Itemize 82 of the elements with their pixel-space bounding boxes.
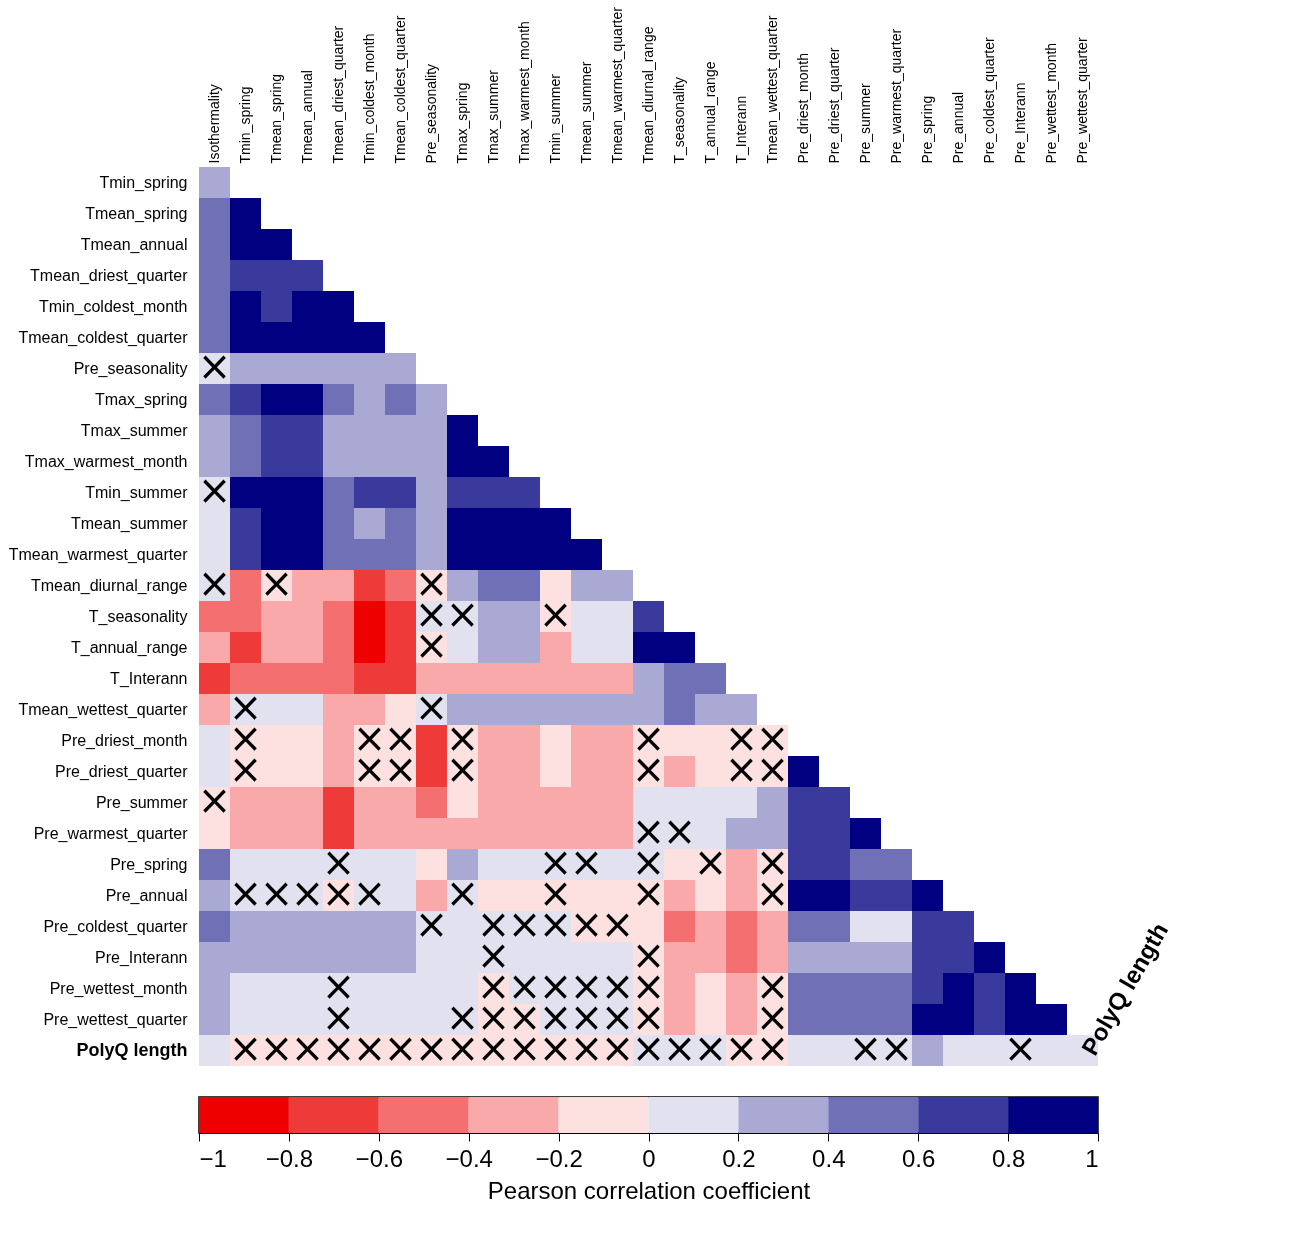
y-tick-label: Pre_coldest_quarter bbox=[43, 917, 189, 936]
x-tick-label: T_annual_range bbox=[701, 61, 718, 164]
y-tick-label: Pre_wettest_quarter bbox=[43, 1010, 189, 1029]
x-tick-label: Pre_spring bbox=[918, 95, 935, 164]
x-tick-label: Tmin_summer bbox=[546, 73, 563, 164]
y-tick-label: Pre_warmest_quarter bbox=[33, 824, 189, 843]
y-tick-label: Tmean_wettest_quarter bbox=[18, 700, 189, 719]
y-tick-label: T_seasonality bbox=[88, 607, 188, 626]
data-label: × bbox=[197, 466, 232, 513]
x-tick-label: Pre_annual bbox=[949, 91, 966, 164]
color-bar-label: 0.8 bbox=[991, 1144, 1026, 1172]
x-tick-label: Pre_Interann bbox=[1011, 82, 1028, 164]
x-tick-label: Pre_warmest_quarter bbox=[887, 28, 904, 164]
y-tick-label: Pre_driest_month bbox=[61, 731, 188, 750]
y-tick-label: Tmean_annual bbox=[80, 235, 188, 254]
y-tick-label: Tmean_summer bbox=[71, 514, 189, 533]
y-tick-label: Pre_driest_quarter bbox=[54, 762, 189, 781]
x-tick-label: Pre_wettest_quarter bbox=[1073, 37, 1090, 164]
x-tick-label: Tmax_warmest_month bbox=[515, 21, 532, 164]
y-tick-label: Tmean_spring bbox=[85, 204, 188, 223]
y-tick-label: T_annual_range bbox=[70, 638, 188, 657]
color-bar-label: −0.2 bbox=[535, 1144, 583, 1172]
data-label: × bbox=[352, 869, 387, 916]
data-label: × bbox=[414, 683, 449, 730]
x-tick-label: Isothermality bbox=[205, 84, 222, 164]
x-tick-label: Tmean_annual bbox=[298, 70, 315, 164]
x-tick-label: Tmean_coldest_quarter bbox=[391, 15, 408, 164]
color-bar-label: −0.8 bbox=[265, 1144, 314, 1172]
x-tick-label: Tmin_spring bbox=[236, 86, 253, 164]
data-label: × bbox=[569, 838, 604, 885]
y-tick-label: Tmin_coldest_month bbox=[38, 297, 188, 316]
x-tick-label: Tmax_summer bbox=[484, 69, 501, 164]
y-tick-label: Tmin_summer bbox=[85, 483, 189, 502]
data-label: × bbox=[197, 776, 232, 823]
y-tick-label: T_Interann bbox=[110, 669, 188, 688]
data-label: × bbox=[197, 559, 232, 606]
x-tick-label: Tmean_driest_quarter bbox=[329, 25, 346, 164]
x-tick-label: T_Interann bbox=[732, 95, 749, 164]
y-tick-label: Tmean_diurnal_range bbox=[30, 576, 188, 595]
x-tick-label: Pre_coldest_quarter bbox=[980, 37, 997, 164]
x-tick-label: Tmean_spring bbox=[267, 74, 284, 164]
data-label: × bbox=[445, 590, 480, 637]
x-tick-label: Tmean_diurnal_range bbox=[639, 26, 656, 164]
color-bar-label: −0.4 bbox=[445, 1144, 493, 1172]
x-tick-label: Tmin_coldest_month bbox=[360, 33, 377, 164]
x-tick-label: Pre_wettest_month bbox=[1042, 42, 1059, 164]
x-tick-label: Pre_summer bbox=[856, 83, 873, 164]
y-tick-label: Pre_summer bbox=[95, 793, 189, 812]
data-label: × bbox=[197, 342, 232, 389]
x-tick-label: Pre_driest_month bbox=[794, 52, 811, 164]
color-bar-label: 1 bbox=[1085, 1144, 1099, 1172]
data-label: × bbox=[259, 559, 294, 606]
color-bar-label: 0.2 bbox=[722, 1144, 756, 1172]
y-tick-label: Pre_seasonality bbox=[73, 359, 188, 378]
x-tick-label: Pre_driest_quarter bbox=[825, 47, 842, 164]
y-tick-label: Tmin_spring bbox=[99, 173, 188, 192]
color-bar-label: −1 bbox=[199, 1144, 227, 1172]
y-tick-label: PolyQ length bbox=[76, 1039, 188, 1060]
y-tick-label: Pre_wettest_month bbox=[49, 979, 188, 998]
data-label: × bbox=[538, 590, 573, 637]
y-tick-label: Pre_annual bbox=[105, 886, 188, 905]
x-tick-label: Pre_seasonality bbox=[422, 63, 439, 164]
x-tick-label: Tmean_summer bbox=[577, 61, 594, 164]
color-bar-label: −0.6 bbox=[355, 1144, 403, 1172]
data-label: × bbox=[1003, 1024, 1038, 1071]
color-bar-title: Pearson correlation coefficient bbox=[487, 1176, 811, 1204]
x-tick-label: Tmean_wettest_quarter bbox=[763, 15, 780, 164]
x-tick-label: Tmax_spring bbox=[453, 82, 470, 164]
y-tick-label: Pre_spring bbox=[110, 855, 188, 874]
color-bar-label: 0 bbox=[642, 1144, 656, 1172]
y-tick-label: Tmean_coldest_quarter bbox=[18, 328, 189, 347]
y-tick-label: Pre_Interann bbox=[94, 948, 188, 967]
x-tick-label: T_seasonality bbox=[670, 77, 687, 164]
color-bar-label: 0.4 bbox=[812, 1144, 846, 1172]
y-tick-label: Tmean_driest_quarter bbox=[30, 266, 189, 285]
y-tick-label: Tmax_warmest_month bbox=[24, 452, 188, 471]
data-label: × bbox=[507, 900, 542, 947]
color-bar-label: 0.6 bbox=[902, 1144, 936, 1172]
x-tick-label: Tmean_warmest_quarter bbox=[608, 6, 625, 164]
y-tick-label: Tmax_summer bbox=[80, 421, 189, 440]
y-tick-label: Tmax_spring bbox=[95, 390, 188, 409]
y-tick-label: Tmean_warmest_quarter bbox=[8, 545, 189, 564]
